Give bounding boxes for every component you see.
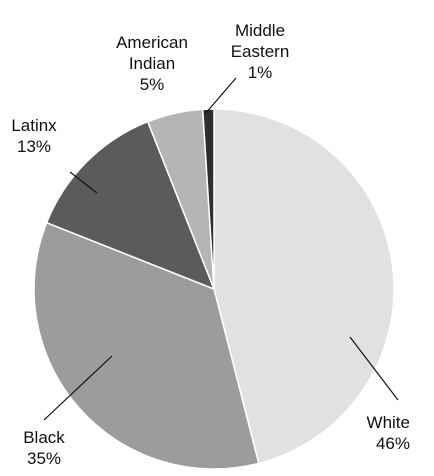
pie-slice-latinx [45,120,216,291]
slice-label-line: Black [23,428,65,447]
slice-label-line: 46% [376,434,410,453]
slice-label-middle-eastern: Middle Eastern 1% [231,21,290,82]
pie-slice-black [33,221,260,470]
slice-label-line: Latinx [11,116,57,135]
leader-line-latinx [69,171,98,194]
slice-label-latinx: Latinx 13% [11,116,57,156]
leader-line-middle-eastern [204,77,237,115]
pie-slices [33,108,395,470]
pie-slice-middle-eastern [201,108,215,290]
slice-label-white: White 46% [367,413,410,453]
slice-label-american-indian: American Indian 5% [116,33,188,94]
leader-line-black [43,355,113,421]
slice-label-line: 13% [17,137,51,156]
slice-label-line: Eastern [231,42,290,61]
slice-label-black: Black 35% [23,428,65,468]
slice-label-line: American [116,33,188,52]
slice-label-line: 1% [248,63,273,82]
leader-lines [43,77,399,421]
slice-label-line: 5% [140,75,165,94]
slice-label-line: Middle [235,21,285,40]
slice-label-line: 35% [27,449,61,468]
slice-label-line: Indian [129,54,175,73]
pie-slice-white [213,108,395,465]
leader-line-white [349,336,399,401]
slice-label-line: White [367,413,410,432]
slice-labels: White 46% Black 35% Latinx 13% American Indian 5… [11,21,410,468]
